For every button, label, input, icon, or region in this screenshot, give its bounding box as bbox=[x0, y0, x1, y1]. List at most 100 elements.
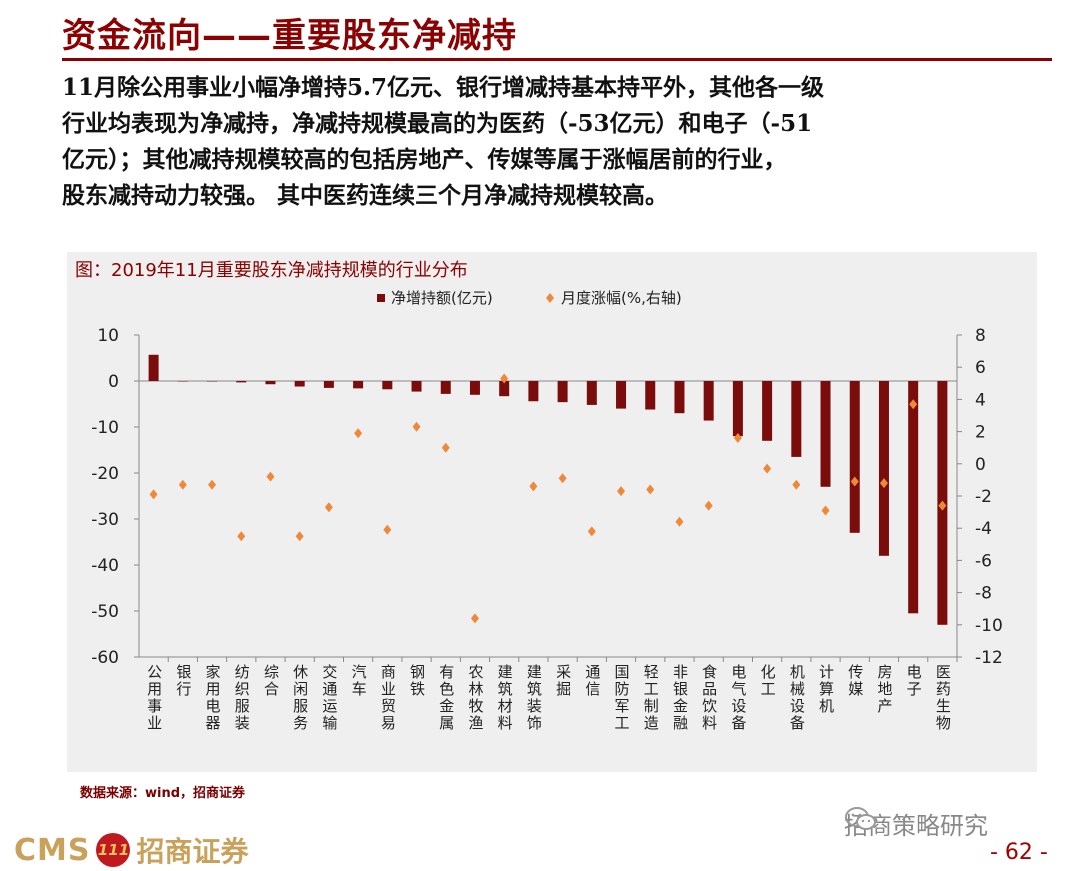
marker-16 bbox=[617, 486, 626, 497]
category-label: 通信 bbox=[585, 663, 600, 698]
marker-8 bbox=[383, 524, 392, 535]
bar-15 bbox=[586, 381, 597, 405]
marker-4 bbox=[266, 471, 275, 482]
category-label: 化工 bbox=[761, 663, 776, 698]
legend-marker-swatch bbox=[546, 293, 554, 303]
left-axis-tick-label: -50 bbox=[91, 602, 119, 622]
category-label: 公用事业 bbox=[147, 663, 162, 732]
bar-22 bbox=[791, 381, 802, 457]
wechat-watermark: 招商策略研究 bbox=[844, 806, 988, 841]
category-label: 商业贸易 bbox=[381, 663, 396, 732]
left-axis-tick-label: -30 bbox=[91, 510, 119, 530]
category-label: 休闲服务 bbox=[293, 663, 308, 732]
bar-9 bbox=[411, 381, 422, 392]
category-label: 电子 bbox=[907, 663, 922, 698]
category-label: 交通运输 bbox=[322, 663, 337, 732]
marker-12 bbox=[500, 373, 509, 384]
marker-5 bbox=[295, 531, 304, 542]
right-axis-tick-label: -6 bbox=[975, 551, 992, 571]
bar-3 bbox=[236, 381, 247, 383]
category-label: 银行 bbox=[176, 663, 191, 698]
bar-13 bbox=[528, 381, 539, 402]
left-axis-tick-label: 10 bbox=[97, 326, 119, 346]
marker-27 bbox=[938, 500, 947, 511]
marker-10 bbox=[441, 442, 450, 453]
bar-10 bbox=[440, 381, 451, 394]
right-axis-tick-label: 2 bbox=[975, 423, 986, 443]
marker-1 bbox=[178, 479, 187, 490]
bar-0 bbox=[148, 354, 159, 381]
category-label: 非银金融 bbox=[673, 663, 688, 732]
bar-14 bbox=[557, 381, 568, 403]
marker-20 bbox=[733, 433, 742, 444]
bar-19 bbox=[703, 381, 714, 421]
page-number: - 62 - bbox=[990, 840, 1048, 865]
marker-25 bbox=[879, 478, 888, 489]
bar-1 bbox=[177, 381, 188, 382]
left-axis-tick-label: -40 bbox=[91, 556, 119, 576]
marker-22 bbox=[792, 479, 801, 490]
category-label: 纺织服装 bbox=[235, 663, 250, 732]
marker-14 bbox=[558, 473, 567, 484]
category-label: 汽车 bbox=[352, 663, 367, 698]
bar-17 bbox=[645, 381, 656, 410]
logo-emblem-icon: 111 bbox=[96, 833, 131, 867]
marker-11 bbox=[470, 613, 479, 624]
marker-26 bbox=[909, 399, 918, 410]
marker-7 bbox=[354, 428, 363, 439]
bar-6 bbox=[323, 381, 334, 388]
marker-17 bbox=[646, 484, 655, 495]
marker-24 bbox=[850, 476, 859, 487]
right-axis-tick-label: -12 bbox=[975, 648, 1003, 668]
category-label: 采掘 bbox=[556, 663, 571, 698]
category-label: 有色金属 bbox=[439, 663, 454, 732]
category-label: 房地产 bbox=[877, 663, 892, 715]
marker-19 bbox=[704, 500, 713, 511]
legend-marker-label: 月度涨幅(%,右轴) bbox=[561, 289, 682, 307]
right-axis-tick-label: -8 bbox=[975, 584, 992, 604]
right-axis-tick-label: -4 bbox=[975, 519, 992, 539]
category-label: 计算机 bbox=[819, 663, 834, 715]
right-axis-tick-label: -10 bbox=[975, 616, 1003, 636]
bar-8 bbox=[382, 381, 393, 390]
summary-paragraph: 11月除公用事业小幅净增持5.7亿元、银行增减持基本持平外，其他各一级 行业均表… bbox=[62, 74, 825, 209]
marker-23 bbox=[821, 505, 830, 516]
bar-7 bbox=[353, 381, 364, 389]
category-label: 建筑材料 bbox=[498, 663, 513, 732]
category-label: 传媒 bbox=[848, 663, 863, 698]
category-label: 钢铁 bbox=[410, 663, 425, 698]
left-axis-tick-label: -20 bbox=[91, 464, 119, 484]
category-label: 综合 bbox=[264, 663, 279, 698]
marker-18 bbox=[675, 516, 684, 527]
category-label: 机械设备 bbox=[790, 663, 805, 732]
category-label: 食品饮料 bbox=[702, 663, 717, 732]
chart-title: 图：2019年11月重要股东净减持规模的行业分布 bbox=[75, 260, 468, 281]
category-label: 电气设备 bbox=[731, 663, 746, 732]
bar-26 bbox=[908, 381, 919, 614]
marker-0 bbox=[149, 489, 158, 500]
bar-24 bbox=[849, 381, 860, 533]
marker-2 bbox=[208, 479, 217, 490]
legend-bar-swatch bbox=[377, 294, 385, 302]
left-axis-tick-label: 0 bbox=[108, 372, 119, 392]
chart-area: 图：2019年11月重要股东净减持规模的行业分布 净增持额(亿元) 月度涨幅(%,右… bbox=[67, 252, 1037, 772]
logo-chinese-text: 招商证券 bbox=[136, 835, 249, 868]
bar-2 bbox=[207, 381, 218, 382]
bar-25 bbox=[878, 381, 889, 556]
marker-6 bbox=[324, 502, 333, 513]
marker-9 bbox=[412, 421, 421, 432]
wechat-icon bbox=[845, 807, 876, 830]
right-axis-tick-label: 8 bbox=[975, 326, 986, 346]
bar-21 bbox=[762, 381, 773, 441]
category-label: 医药生物 bbox=[936, 663, 951, 732]
marker-13 bbox=[529, 481, 538, 492]
right-axis-tick-label: 6 bbox=[975, 358, 986, 378]
left-axis-tick-label: -60 bbox=[91, 648, 119, 668]
cms-logo: CMS 111 招商证券 bbox=[14, 830, 249, 870]
marker-3 bbox=[237, 531, 246, 542]
right-axis-tick-label: 0 bbox=[975, 455, 986, 475]
bar-20 bbox=[732, 381, 743, 437]
bar-11 bbox=[469, 381, 480, 395]
bar-23 bbox=[820, 381, 831, 487]
bar-12 bbox=[499, 381, 510, 397]
